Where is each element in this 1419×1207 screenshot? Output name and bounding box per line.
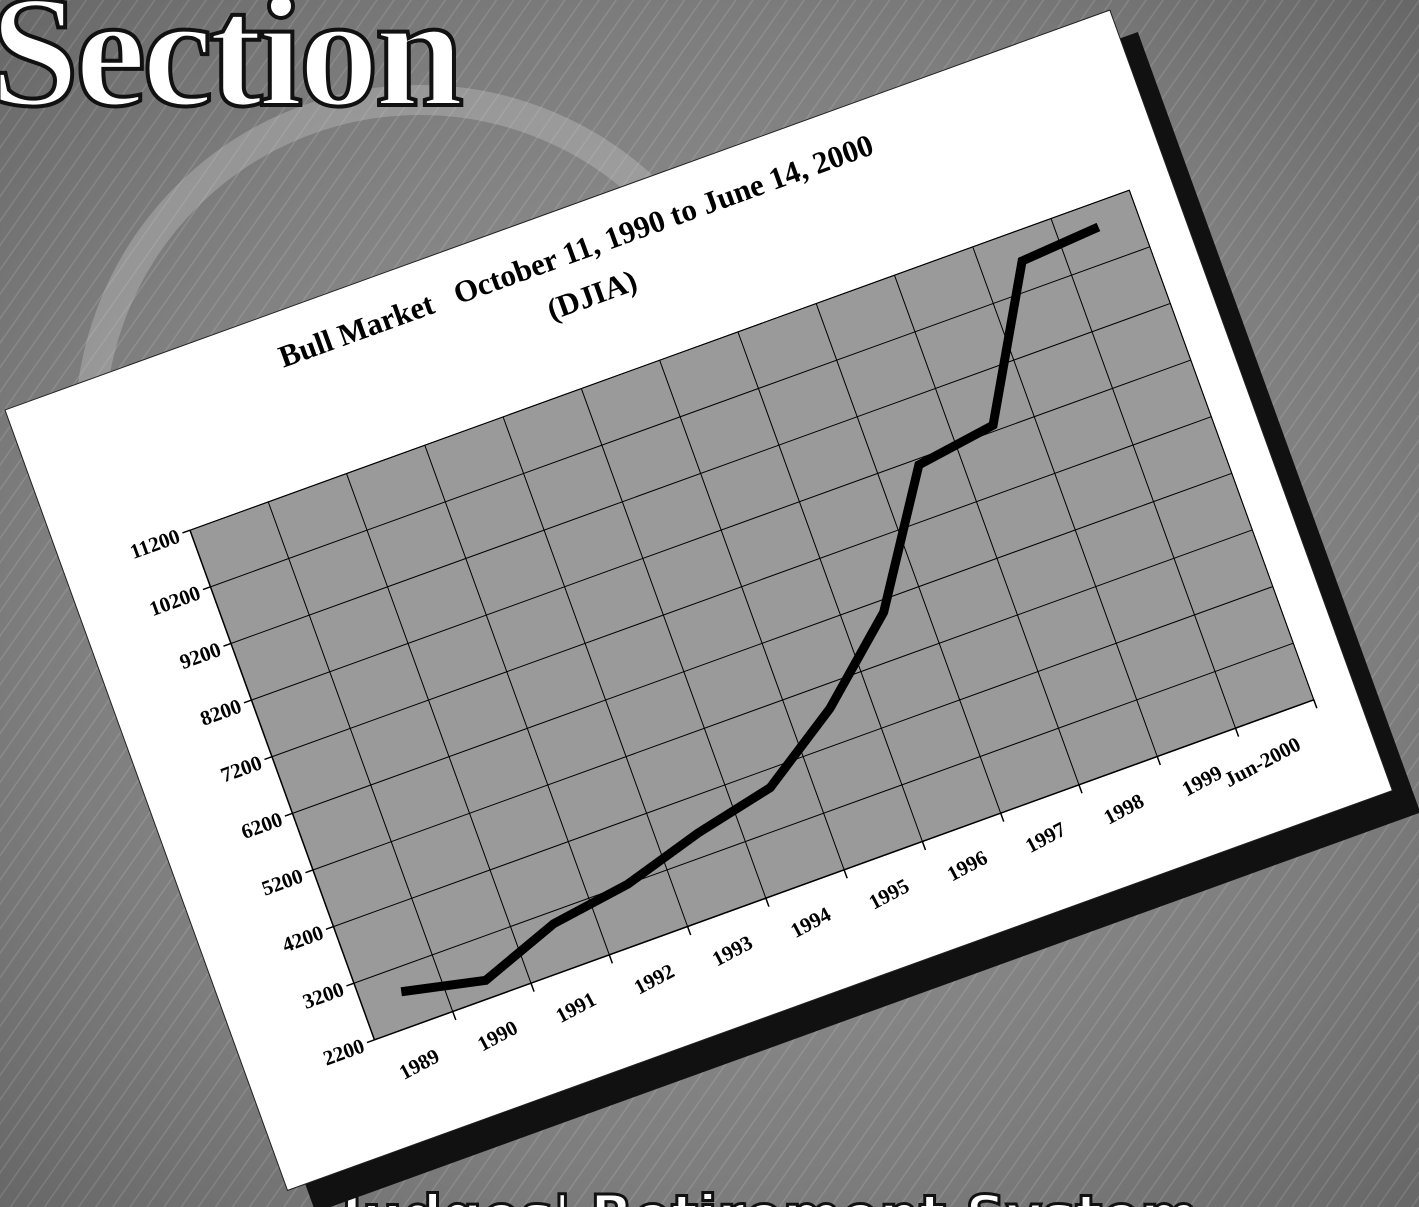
grid-line-vertical (972, 246, 1158, 757)
y-tick (305, 869, 314, 874)
y-tick (182, 529, 191, 534)
x-tick (686, 926, 692, 936)
grid-line-vertical (502, 416, 689, 927)
y-tick (325, 925, 334, 931)
y-axis (189, 529, 376, 1041)
x-tick (530, 982, 535, 992)
footer-title: Judges' Retirement System (337, 1184, 1198, 1207)
y-tick (346, 982, 355, 987)
y-tick (243, 699, 252, 704)
data-line (400, 222, 1101, 997)
x-tick (1078, 784, 1083, 794)
x-tick (452, 1011, 457, 1021)
grid-line-vertical (346, 473, 532, 984)
x-axis (374, 699, 1315, 1041)
x-tick (921, 841, 927, 851)
x-tick (608, 954, 614, 964)
x-tick (765, 897, 770, 907)
section-heading: Section (0, 0, 462, 140)
grid-line-vertical (267, 501, 454, 1012)
x-tick (843, 869, 848, 879)
grid-line-vertical (1128, 190, 1315, 700)
y-tick (284, 812, 293, 817)
grid-line-vertical (1050, 218, 1236, 729)
x-tick (1234, 727, 1240, 737)
y-tick (202, 586, 211, 591)
y-tick (223, 642, 232, 647)
grid-line-vertical (815, 303, 1002, 814)
grid-line-vertical (424, 445, 610, 956)
x-tick (999, 812, 1005, 822)
y-tick (264, 756, 273, 761)
y-tick (366, 1039, 375, 1044)
grid-line-vertical (894, 275, 1080, 785)
grid-line-vertical (737, 331, 923, 842)
x-tick (1313, 699, 1318, 709)
grid-line-vertical (659, 360, 845, 871)
x-tick (1156, 756, 1162, 766)
